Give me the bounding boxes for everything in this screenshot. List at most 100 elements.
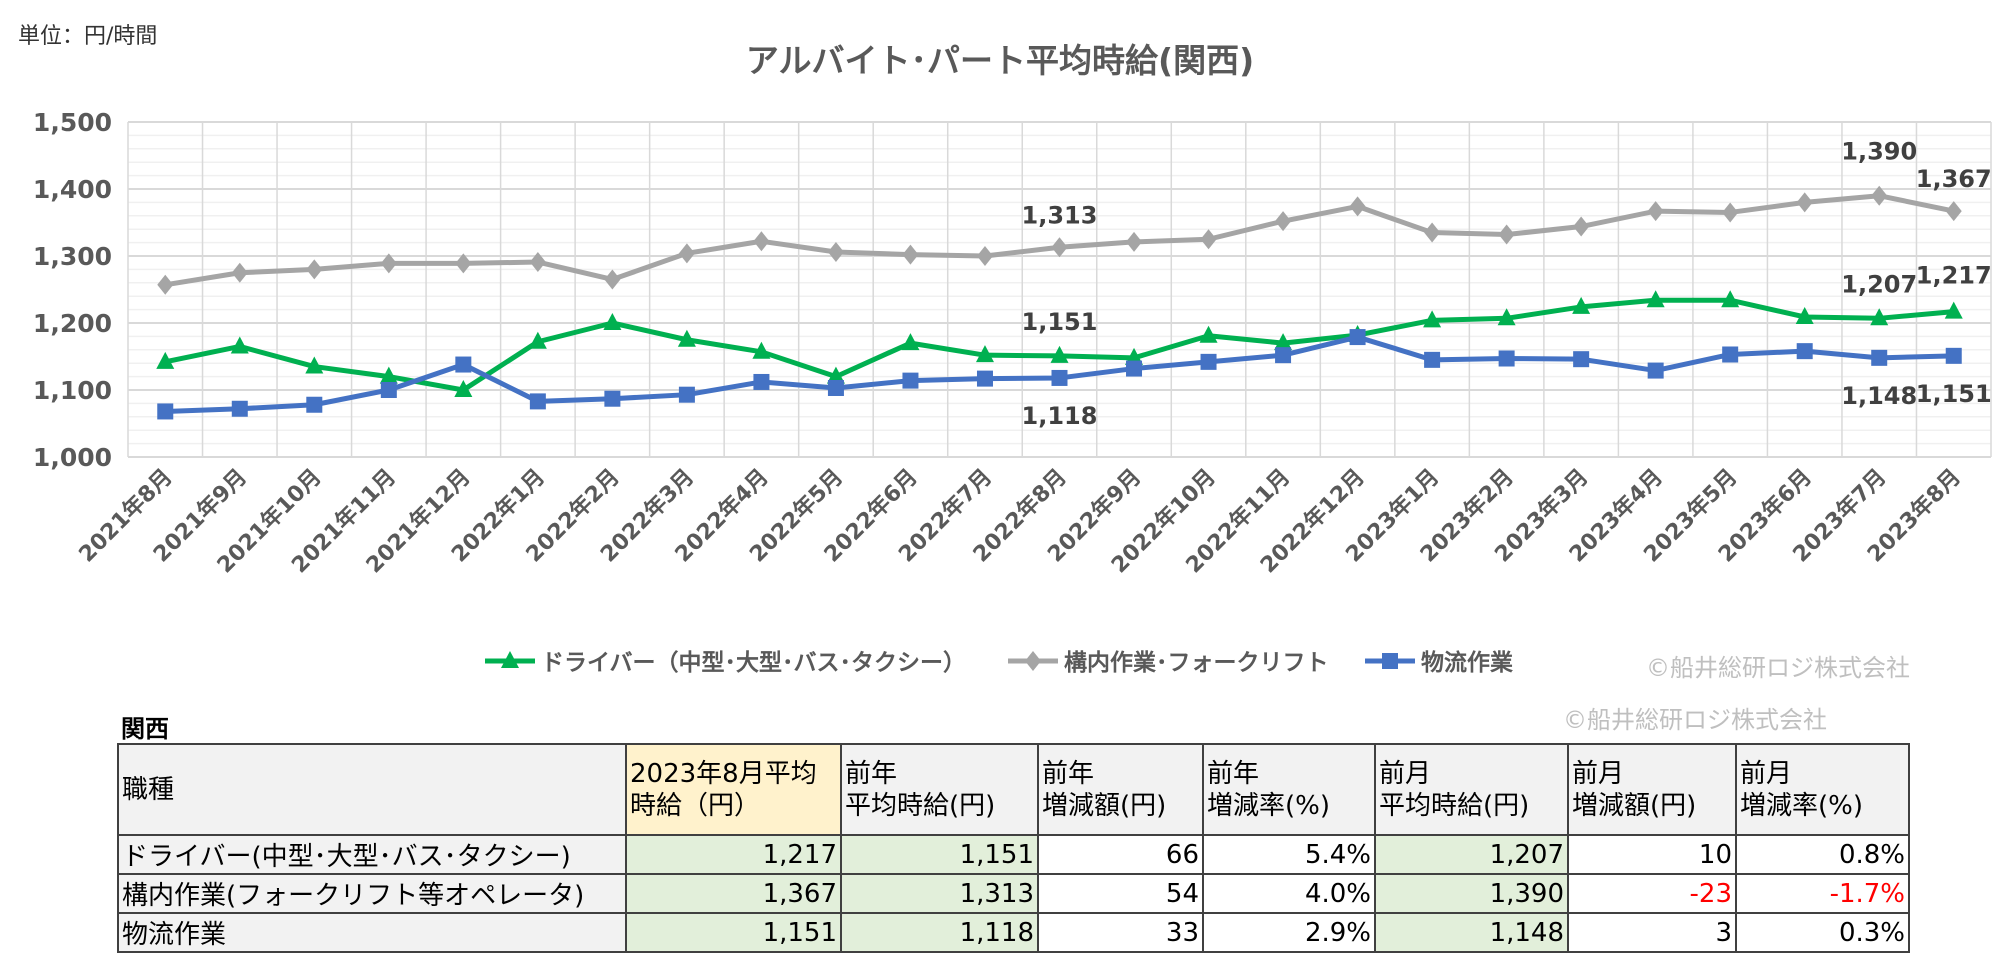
- value-cell: 0.8%: [1735, 834, 1910, 875]
- data-point: [1945, 347, 1962, 364]
- data-point: [231, 262, 248, 283]
- table-row: ドライバー(中型･大型･バス･タクシー) 1,217 1,151 66 5.4% 1,20…: [117, 834, 1910, 875]
- data-point: [1199, 325, 1218, 343]
- table-row: 構内作業(フォークリフト等オペレータ) 1,367 1,313 54 4.0% 1,390…: [117, 873, 1910, 914]
- y-tick-label: 1,000: [33, 443, 112, 472]
- data-point: [1051, 237, 1068, 258]
- value-cell: 66: [1037, 834, 1204, 875]
- data-point: [826, 366, 845, 384]
- value-cell: 0.3%: [1735, 912, 1910, 953]
- data-point: [1796, 192, 1813, 213]
- data-point: [604, 390, 621, 407]
- table-header-cell: 前月 増減率(%): [1735, 743, 1910, 836]
- table-header-cell: 前年 平均時給(円): [840, 743, 1039, 836]
- value-cell: 1,207: [1374, 834, 1569, 875]
- data-point: [677, 329, 696, 347]
- data-point: [1945, 201, 1962, 222]
- data-label: 1,151: [1916, 380, 1992, 408]
- data-point: [1795, 306, 1814, 324]
- watermark: ©船井総研ロジ株式会社: [1646, 654, 1910, 682]
- data-point: [902, 244, 919, 265]
- data-label: 1,148: [1841, 382, 1917, 410]
- data-point: [1274, 333, 1293, 351]
- y-tick-label: 1,500: [33, 108, 112, 137]
- y-tick-label: 1,300: [33, 242, 112, 271]
- data-point: [529, 252, 546, 273]
- data-point: [157, 403, 174, 420]
- data-point: [1647, 362, 1664, 379]
- data-point: [1796, 343, 1813, 360]
- data-point: [455, 356, 472, 373]
- data-point: [1423, 310, 1442, 328]
- summary-table: 職種 2023年8月平均 時給（円） 前年 平均時給(円) 前年 増減額(円) 前年 増…: [117, 743, 1910, 953]
- table-header-cell: 前年 増減額(円): [1037, 743, 1204, 836]
- data-point: [380, 382, 397, 398]
- data-point: [753, 231, 770, 252]
- data-point: [1722, 202, 1739, 223]
- data-point: [1944, 301, 1963, 319]
- data-point: [901, 333, 920, 351]
- data-label: 1,217: [1916, 262, 1992, 290]
- data-point: [379, 366, 398, 384]
- data-point: [1573, 216, 1590, 237]
- data-point: [157, 274, 174, 295]
- region-label: 関西: [121, 715, 169, 743]
- value-cell: 33: [1037, 912, 1204, 953]
- data-point: [1871, 185, 1888, 206]
- y-tick-label: 1,100: [33, 376, 112, 405]
- data-point: [1573, 351, 1590, 368]
- data-point: [1126, 360, 1143, 377]
- data-point: [975, 345, 994, 363]
- data-label: 1,151: [1022, 308, 1098, 336]
- value-cell: 54: [1037, 873, 1204, 914]
- data-point: [230, 336, 249, 354]
- data-point: [306, 396, 323, 413]
- data-point: [1721, 290, 1740, 308]
- table-header-cell: 職種: [117, 743, 627, 836]
- table-header-cell: 前年 増減率(%): [1202, 743, 1376, 836]
- data-point: [231, 400, 248, 417]
- data-point: [1424, 351, 1441, 368]
- value-cell: 1,367: [625, 873, 842, 914]
- data-point: [1050, 345, 1069, 363]
- data-point: [1126, 231, 1143, 252]
- value-cell: 1,151: [840, 834, 1039, 875]
- table-header-cell: 前月 増減額(円): [1567, 743, 1737, 836]
- data-point: [1572, 296, 1591, 314]
- legend-label: 物流作業: [1421, 649, 1514, 676]
- data-point: [976, 246, 993, 266]
- data-point: [1871, 349, 1888, 366]
- data-point: [1051, 369, 1068, 386]
- job-type-cell: 物流作業: [117, 912, 627, 953]
- value-cell: 1,217: [625, 834, 842, 875]
- job-type-cell: 構内作業(フォークリフト等オペレータ): [117, 873, 627, 914]
- line-chart: 1,0001,1001,2001,3001,4001,5002021年8月202…: [33, 108, 1992, 676]
- data-point: [603, 313, 622, 330]
- table-header-cell: 前月 平均時給(円): [1374, 743, 1569, 836]
- legend-label: 構内作業･フォークリフト: [1064, 649, 1329, 676]
- data-point: [1498, 350, 1515, 367]
- y-tick-label: 1,200: [33, 309, 112, 338]
- data-point: [753, 373, 770, 390]
- data-point: [1722, 346, 1739, 363]
- data-point: [1498, 224, 1515, 245]
- data-point: [528, 331, 547, 349]
- data-point: [1275, 347, 1292, 364]
- watermark: ©船井総研ロジ株式会社: [1563, 706, 1827, 734]
- legend-marker: [1025, 651, 1041, 671]
- data-point: [1870, 308, 1889, 326]
- data-point: [306, 259, 323, 280]
- value-cell: -1.7%: [1735, 873, 1910, 914]
- data-point: [1200, 229, 1217, 250]
- table-header-row: 職種 2023年8月平均 時給（円） 前年 平均時給(円) 前年 増減額(円) 前年 増…: [117, 743, 1910, 836]
- data-point: [1349, 196, 1366, 217]
- data-point: [1647, 201, 1664, 222]
- data-point: [380, 253, 397, 274]
- data-point: [678, 386, 695, 403]
- data-label: 1,313: [1022, 201, 1098, 229]
- table-row: 物流作業 1,151 1,118 33 2.9% 1,148 3 0.3%: [117, 912, 1910, 953]
- value-cell: 1,390: [1374, 873, 1569, 914]
- data-point: [678, 243, 695, 264]
- legend-label: ドライバー（中型･大型･バス･タクシー）: [541, 649, 966, 676]
- value-cell: 3: [1567, 912, 1737, 953]
